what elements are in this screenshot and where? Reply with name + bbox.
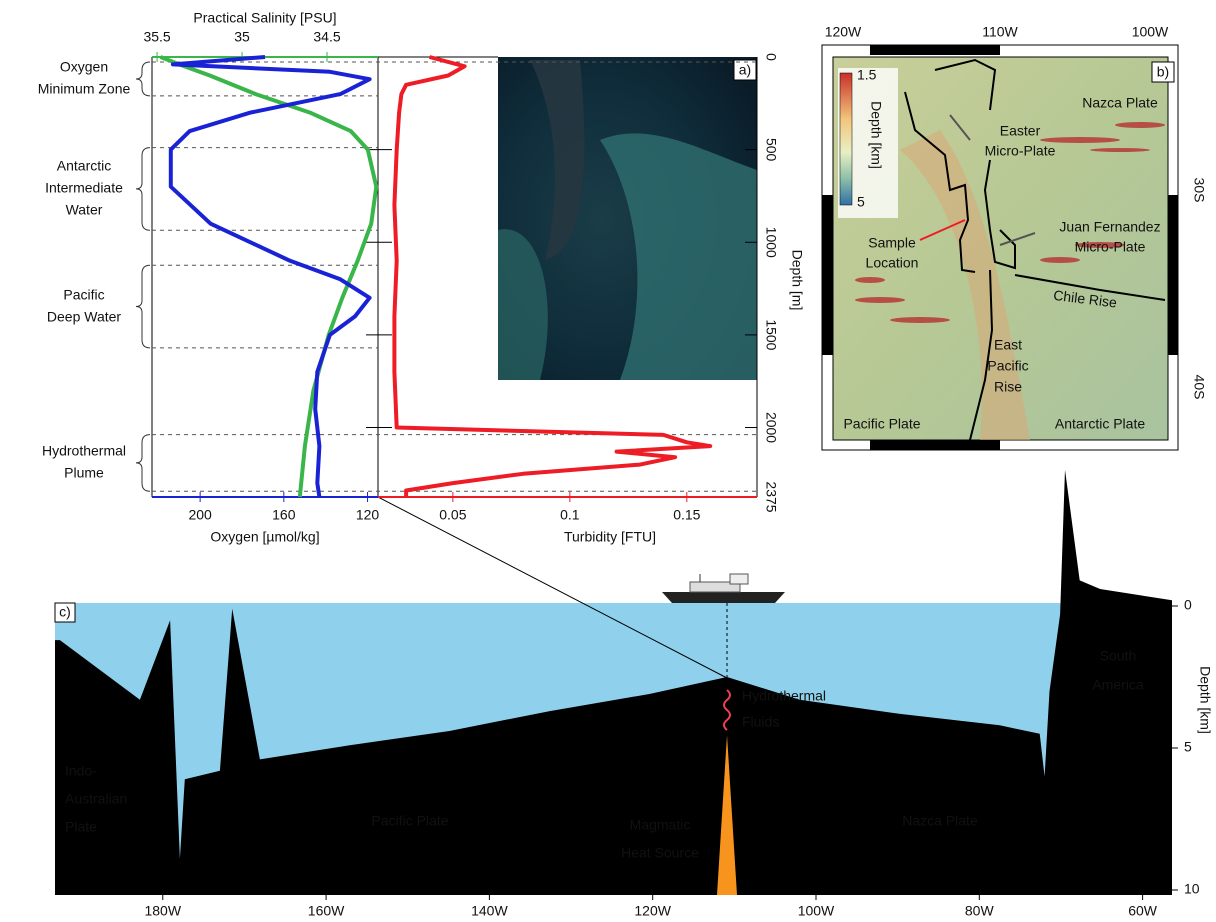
depth-tick-label: 2375 [763,481,779,512]
map-label: Antarctic Plate [1055,416,1145,432]
water-mass-label: Hydrothermal [42,443,126,459]
lon-tick-label: 160W [308,903,345,919]
axis-title: Turbidity [FTU] [564,529,656,545]
water-mass-label: Antarctic [57,158,111,174]
water-mass-label: Pacific [63,286,104,302]
colorbar-tick: 5 [857,194,865,210]
water-mass-label: Oxygen [60,59,108,75]
water-mass-label: Plume [64,465,104,481]
map-frame [822,195,833,355]
water-mass-label: Intermediate [45,180,123,196]
depth-tick-label: 0 [1184,597,1192,613]
water-mass-label: Deep Water [47,308,122,324]
plate-label: Plate [65,819,97,835]
tick-label: 0.15 [673,507,700,523]
fluids-label: Hydrothermal [742,688,826,704]
brace [136,435,150,492]
plate-label: South [1100,648,1137,664]
lon-tick-label: 120W [634,903,671,919]
map-label: Rise [994,379,1022,395]
lat-label: 30S [1191,178,1207,203]
plate-label: Indo- [65,763,97,779]
depth-tick-label: 1500 [763,319,779,350]
map-frame [1168,195,1178,355]
map-label: Easter [1000,123,1041,139]
plate-label: Nazca Plate [902,813,978,829]
depth-tick-label: 10 [1184,881,1200,897]
oxygen-profile [171,57,370,497]
panel-label: c) [59,604,71,620]
tick-label: 35.5 [143,29,170,45]
map-label: Pacific [987,358,1028,374]
lon-label: 110W [982,24,1018,40]
tick-label: 0.05 [439,507,466,523]
brace [136,265,150,348]
brace [136,62,150,96]
depth-tick-label: 2000 [763,412,779,443]
source-label: Heat Source [621,845,699,861]
depth-axis-title: Depth [m] [789,250,805,311]
map-label: Juan Fernandez [1059,219,1160,235]
map-label: East [994,337,1022,353]
lon-tick-label: 80W [965,903,995,919]
depth-tick-label: 0 [763,53,779,61]
tick-label: 0.1 [560,507,580,523]
map-label: Pacific Plate [843,416,920,432]
map-label: Sample [868,235,916,251]
depth-tick-label: 1000 [763,227,779,258]
colorbar-title: Depth [km] [868,101,884,169]
tick-label: 34.5 [313,29,340,45]
water-mass-label: Water [66,202,103,218]
depth-axis-title: Depth [km] [1197,666,1213,734]
tick-label: 120 [356,507,380,523]
map-label: Micro-Plate [985,143,1056,159]
colorbar-tick: 1.5 [857,67,877,83]
map-label: Location [866,255,919,271]
fluids-label: Fluids [742,714,779,730]
lat-label: 40S [1191,375,1207,400]
lon-tick-label: 60W [1128,903,1158,919]
panel-label: a) [739,62,751,78]
water-mass-label: Minimum Zone [38,81,131,97]
colorbar [840,73,852,205]
plate-label: America [1092,677,1144,693]
lon-label: 100W [1132,24,1169,40]
panel-label: b) [1157,64,1169,80]
depth-tick-label: 5 [1184,739,1192,755]
salinity-profile [161,57,377,497]
tick-label: 200 [188,507,212,523]
lon-tick-label: 100W [798,903,835,919]
axis-title: Oxygen [µmol/kg] [210,529,319,545]
figure: Oxygen Minimum Zone Antarctic Intermediate W… [0,0,1216,922]
map-frame [870,440,1000,450]
tick-label: 35 [234,29,250,45]
lon-tick-label: 140W [471,903,508,919]
plate-label: Australian [65,791,127,807]
ship [662,574,785,603]
lon-label: 120W [825,24,862,40]
axis-title: Practical Salinity [PSU] [193,10,336,26]
source-label: Magmatic [630,817,691,833]
lon-tick-label: 180W [144,903,181,919]
map-frame [870,45,1000,55]
map-label: Micro-Plate [1075,239,1146,255]
map-label: Nazca Plate [1082,95,1158,111]
depth-tick-label: 500 [763,138,779,162]
plate-label: Pacific Plate [371,813,448,829]
tick-label: 160 [272,507,296,523]
brace [136,148,150,231]
